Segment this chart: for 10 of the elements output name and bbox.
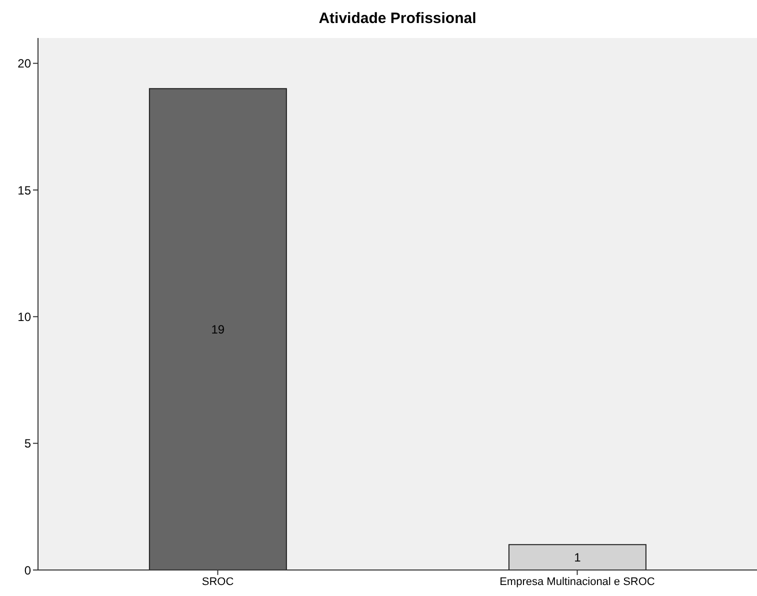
x-tick-label: Empresa Multinacional e SROC xyxy=(500,576,655,588)
data-label: 1 xyxy=(574,550,582,565)
y-tick-label: 20 xyxy=(18,56,32,71)
x-tick-label: SROC xyxy=(202,576,234,588)
y-tick-label: 5 xyxy=(24,436,32,451)
y-tick-label: 10 xyxy=(18,310,32,324)
chart-title: Atividade Profissional xyxy=(318,10,478,27)
y-tick-label: 15 xyxy=(18,183,32,198)
data-label: 19 xyxy=(211,322,225,337)
y-tick-label: 0 xyxy=(24,563,32,578)
